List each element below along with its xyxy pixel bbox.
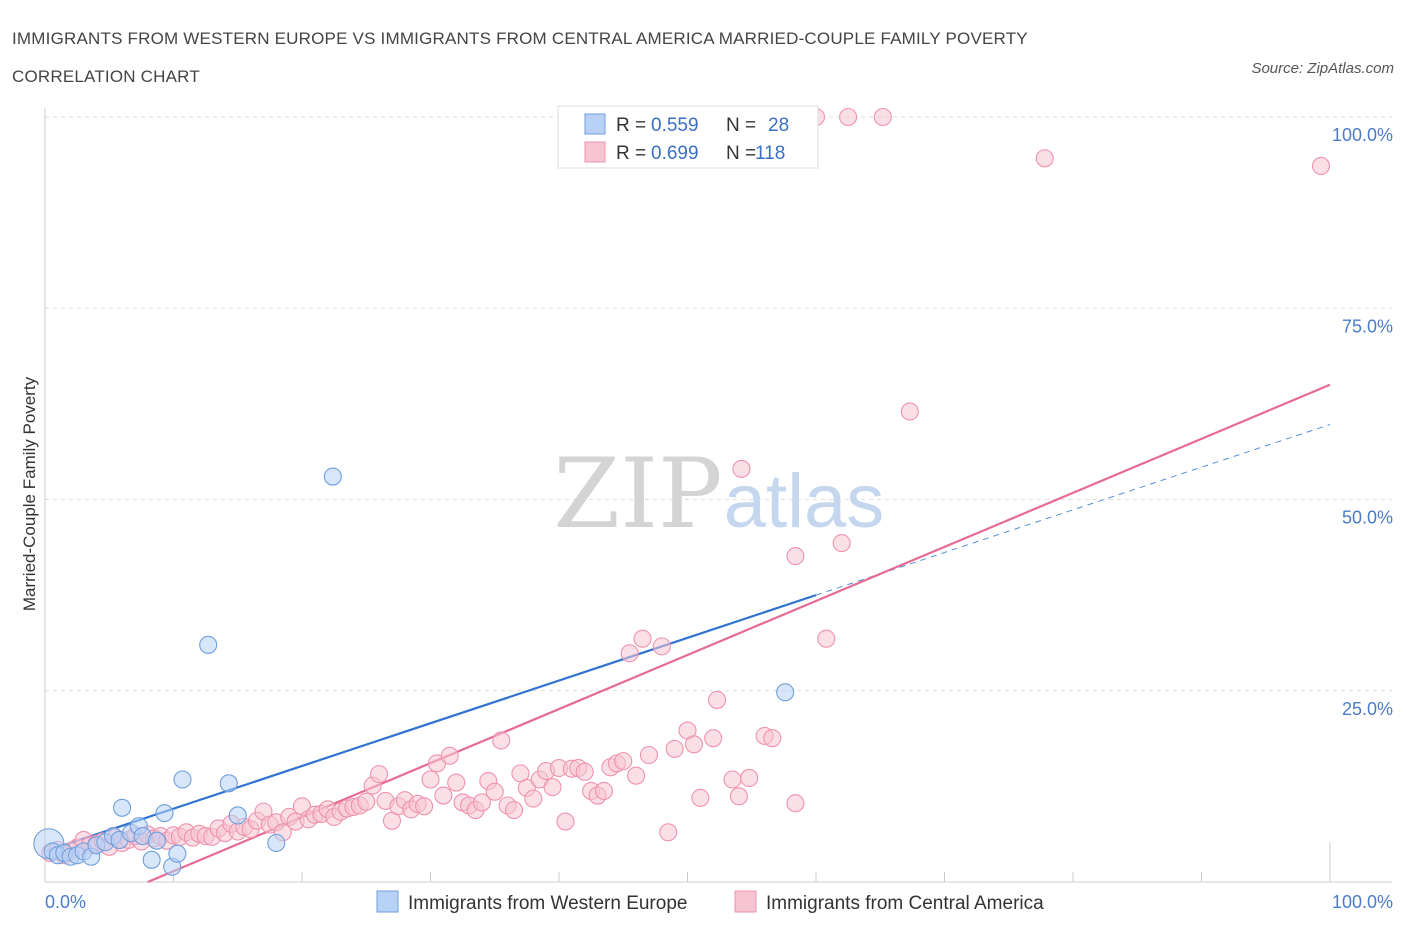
trend-line-central-america	[147, 383, 1331, 884]
point-central-america-102	[723, 770, 742, 789]
point-central-america-92	[633, 629, 652, 648]
point-western-europe-21	[173, 770, 192, 789]
series-legend-swatch-central-america	[734, 890, 757, 913]
tick-labels: 25.0% 50.0% 75.0% 100.0% 0.0% 100.0%	[45, 125, 1393, 912]
point-central-america-117	[1311, 156, 1331, 176]
point-central-america-107	[763, 729, 782, 748]
point-central-america-103	[729, 787, 748, 806]
legend-r-value-blue: 0.559	[651, 115, 699, 136]
correlation-legend: R = 0.559 N = 28 R = 0.699 N = 118	[557, 105, 819, 169]
point-central-america-70	[492, 731, 511, 750]
watermark: ZIP atlas	[553, 438, 884, 550]
point-central-america-61	[434, 786, 453, 805]
legend-r-label-pink: R =	[616, 143, 646, 164]
point-central-america-62	[440, 746, 459, 765]
point-western-europe-20	[168, 844, 187, 863]
point-central-america-86	[594, 781, 614, 801]
trend-line-western-europe	[44, 594, 817, 853]
point-western-europe-18	[155, 804, 174, 823]
series-legend-label-central-america: Immigrants from Central America	[766, 893, 1044, 914]
point-central-america-101	[708, 690, 727, 709]
point-central-america-83	[575, 762, 594, 781]
legend-r-value-pink: 0.699	[651, 143, 699, 164]
point-central-america-58	[415, 797, 434, 816]
legend-n-value-pink: 118	[755, 143, 785, 164]
point-central-america-105	[740, 768, 759, 788]
point-western-europe-22	[199, 635, 218, 654]
point-western-europe-17	[147, 831, 166, 850]
grid-lines	[45, 116, 1392, 692]
point-central-america-111	[817, 629, 836, 648]
chart-title: IMMIGRANTS FROM WESTERN EUROPE VS IMMIGR…	[12, 29, 1028, 86]
legend-r-label-blue: R =	[616, 115, 646, 136]
x-tick-label-min: 0.0%	[45, 892, 86, 912]
trend-lines	[44, 383, 1331, 884]
chart-source: Source: ZipAtlas.com	[1251, 60, 1394, 77]
point-central-america-63	[447, 773, 466, 792]
point-western-europe-25	[267, 833, 286, 853]
watermark-atlas: atlas	[724, 459, 885, 544]
y-axis-label: Married-Couple Family Poverty	[20, 376, 39, 611]
point-central-america-115	[900, 402, 919, 421]
data-points	[33, 107, 1331, 876]
point-central-america-98	[684, 735, 703, 754]
trend-extension-western-europe	[815, 424, 1331, 596]
point-western-europe-16	[142, 850, 161, 869]
point-western-europe-24	[228, 806, 247, 825]
legend-swatch-pink	[584, 141, 606, 163]
point-central-america-112	[832, 534, 851, 553]
point-central-america-72	[504, 801, 524, 820]
point-central-america-78	[543, 778, 562, 797]
point-central-america-99	[691, 788, 710, 807]
point-central-america-51	[370, 765, 389, 784]
y-tick-label-25: 25.0%	[1342, 699, 1393, 719]
point-western-europe-27	[776, 683, 795, 702]
point-central-america-93	[639, 745, 659, 765]
point-central-america-96	[665, 739, 684, 758]
point-central-america-104	[732, 459, 751, 478]
point-central-america-80	[556, 812, 575, 831]
point-central-america-90	[620, 644, 639, 663]
x-tick-label-max: 100.0%	[1332, 892, 1393, 912]
legend-swatch-blue	[584, 113, 606, 135]
series-legend-swatch-western-europe	[376, 890, 399, 913]
point-central-america-113	[839, 107, 858, 127]
point-central-america-95	[659, 823, 678, 842]
point-central-america-108	[786, 794, 805, 813]
point-central-america-59	[421, 770, 440, 789]
point-central-america-89	[614, 752, 633, 771]
point-central-america-69	[485, 782, 504, 801]
point-central-america-49	[357, 792, 376, 811]
legend-n-value-blue: 28	[768, 115, 789, 136]
point-western-europe-26	[323, 467, 342, 486]
point-central-america-67	[472, 793, 491, 812]
point-central-america-75	[524, 789, 543, 808]
legend-n-label-pink: N =	[726, 143, 756, 164]
point-central-america-114	[873, 107, 892, 127]
point-western-europe-23	[219, 774, 238, 793]
series-legend: Immigrants from Western Europe Immigrant…	[376, 890, 1044, 914]
point-central-america-109	[786, 547, 805, 566]
point-central-america-91	[627, 766, 646, 785]
watermark-zip: ZIP	[553, 438, 722, 550]
point-central-america-116	[1035, 149, 1054, 168]
series-legend-label-western-europe: Immigrants from Western Europe	[408, 893, 687, 914]
point-western-europe-12	[113, 798, 132, 817]
point-central-america-100	[704, 729, 723, 748]
axes	[44, 108, 1392, 883]
y-tick-label-75: 75.0%	[1342, 316, 1393, 336]
legend-n-label-blue: N =	[726, 115, 756, 136]
y-tick-label-100: 100.0%	[1332, 125, 1393, 145]
point-central-america-94	[652, 637, 671, 656]
y-tick-label-50: 50.0%	[1342, 508, 1393, 528]
